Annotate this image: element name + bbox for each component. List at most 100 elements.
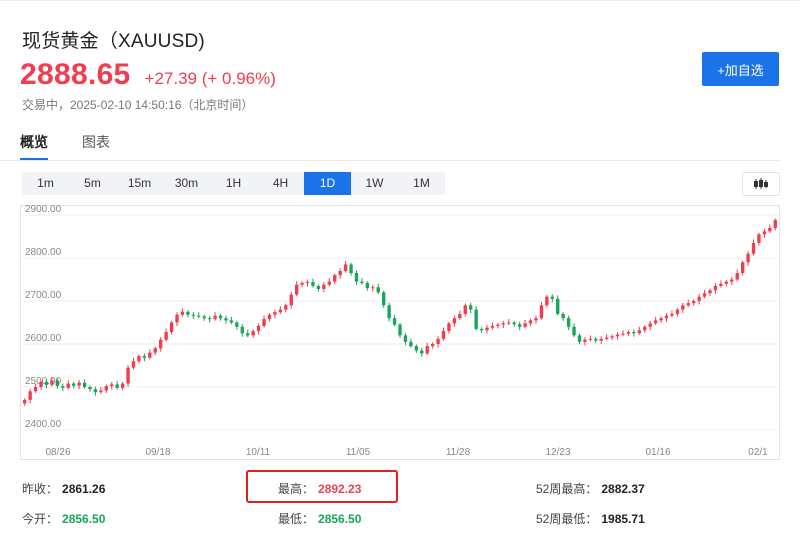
candle-body (414, 346, 419, 351)
stat-label: 最低： (278, 512, 315, 526)
tab-chart[interactable]: 图表 (82, 134, 110, 150)
candle-body (517, 324, 522, 327)
candle-body (664, 315, 669, 319)
stat-prev-close: 昨收： 2861.26 (22, 480, 105, 497)
candle-body (621, 333, 625, 335)
add-to-watchlist-button[interactable]: +加自选 (702, 52, 779, 86)
candle-body (403, 335, 408, 342)
stat-label: 52周最高： (536, 482, 598, 496)
tab-overview[interactable]: 概览 (20, 132, 48, 160)
candle-body (626, 331, 631, 334)
candle-body (251, 331, 255, 336)
candle-body (327, 281, 331, 285)
candle-body (653, 320, 658, 324)
timeframe-1mo[interactable]: 1M (413, 176, 430, 190)
candle-body (534, 318, 538, 321)
candlestick-chart: 2900.00 2800.00 2700.00 2600.00 2500.00 2400.… (20, 205, 780, 460)
stats-panel: 昨收： 2861.26 最高： 2892.23 52周最高： 2882.37 今开： 2… (0, 472, 800, 548)
candle-body (110, 384, 114, 387)
candle-body (191, 314, 196, 316)
candle-body (594, 338, 598, 341)
candle-body (153, 348, 157, 353)
timeframe-1d[interactable]: 1D (304, 172, 351, 195)
stat-value: 2882.37 (601, 482, 645, 496)
y-tick-label: 2500.00 (25, 376, 62, 387)
candle-body (583, 339, 587, 342)
timeframe-selector: 1m 5m 15m 30m 1H 4H 1D 1W 1M (22, 172, 445, 195)
instrument-title: 现货黄金（XAUUSD) (22, 31, 205, 52)
candle-body (180, 311, 185, 315)
candle-body (224, 318, 228, 321)
candle-body (289, 294, 293, 306)
candle-body (566, 318, 571, 327)
candle-body (632, 331, 636, 334)
candle-body (740, 262, 745, 274)
candle-body (278, 309, 283, 313)
stat-label: 最高： (278, 482, 315, 496)
candle-body (66, 383, 70, 388)
timeframe-4h[interactable]: 4H (272, 176, 289, 190)
x-tick-label: 08/26 (45, 447, 70, 458)
candle-body (33, 387, 38, 392)
timeframe-1h[interactable]: 1H (225, 176, 242, 190)
candle-body (23, 399, 27, 404)
candle-body (44, 381, 49, 385)
x-tick-label: 02/1 (748, 447, 768, 458)
candle-body (490, 325, 495, 328)
candle-body (246, 333, 250, 336)
candle-body (425, 346, 429, 354)
candle-body (349, 264, 353, 274)
candle-body (670, 313, 674, 316)
price-chart[interactable]: 2900.00 2800.00 2700.00 2600.00 2500.00 2400.… (20, 205, 780, 460)
candle-body (659, 318, 663, 321)
candle-body (599, 338, 603, 341)
candle-body (55, 380, 60, 387)
candle-body (702, 293, 707, 297)
timeframe-1m[interactable]: 1m (37, 176, 54, 190)
candle-body (604, 337, 609, 339)
candle-body (148, 352, 152, 358)
timeframe-1w[interactable]: 1W (365, 176, 384, 190)
stat-value: 2856.50 (62, 512, 106, 526)
timeframe-5m[interactable]: 5m (84, 176, 101, 190)
candle-body (338, 270, 342, 276)
candle-body (164, 331, 168, 340)
candle-body (159, 339, 163, 349)
candle-body (436, 338, 440, 344)
candle-body (262, 319, 266, 326)
stat-open: 今开： 2856.50 (22, 510, 105, 527)
candle-body (267, 314, 272, 320)
timeframe-15m[interactable]: 15m (127, 176, 152, 190)
candle-body (99, 390, 103, 393)
candle-body (501, 323, 506, 325)
x-tick-label: 09/18 (145, 447, 170, 458)
candle-body (120, 383, 125, 388)
candle-body (235, 322, 239, 327)
chart-type-button[interactable] (742, 172, 780, 196)
candle-body (496, 324, 500, 326)
candle-body (730, 279, 734, 282)
stat-label: 昨收： (22, 482, 59, 496)
stat-value: 2861.26 (62, 482, 106, 496)
tab-divider (0, 160, 780, 161)
candle-body (61, 386, 65, 388)
stat-label: 今开： (22, 512, 59, 526)
candle-body (588, 338, 593, 340)
candle-body (746, 253, 750, 263)
candle-body (88, 387, 92, 390)
y-tick-label: 2600.00 (25, 333, 62, 344)
candle-body (305, 282, 310, 284)
candle-body (387, 305, 391, 319)
stat-high-52w: 52周最高： 2882.37 (536, 480, 645, 497)
tab-bar: 概览 图表 (20, 132, 144, 160)
candle-body (202, 316, 206, 319)
stat-low: 最低： 2856.50 (278, 510, 361, 527)
candle-body (610, 336, 614, 338)
x-tick-label: 11/28 (446, 447, 471, 458)
x-tick-label: 10/11 (246, 447, 271, 458)
candle-body (229, 320, 234, 323)
candle-body (175, 314, 179, 323)
candle-body (93, 389, 98, 393)
timeframe-30m[interactable]: 30m (174, 176, 199, 190)
candle-body (762, 231, 767, 235)
